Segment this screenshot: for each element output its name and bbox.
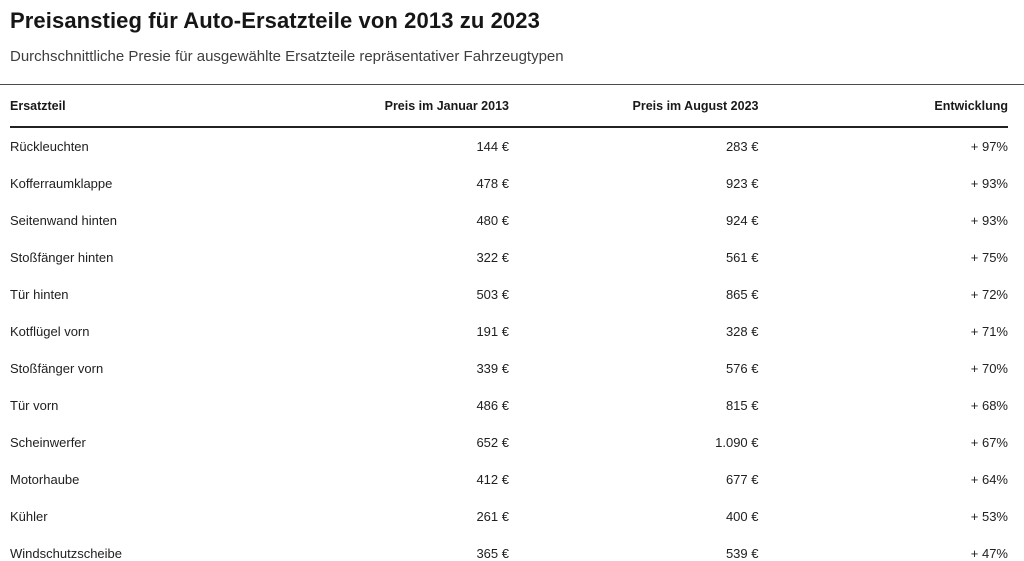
- top-divider: [0, 84, 1024, 85]
- part-name-cell: Seitenwand hinten: [10, 213, 117, 228]
- part-name-cell: Kotflügel vorn: [10, 324, 90, 339]
- price-jan-2013-cell: 261 €: [476, 509, 509, 524]
- table-body: Rückleuchten 144 € 283 € + 97% Kofferraumkla…: [10, 127, 1008, 561]
- price-jan-2013-cell: 486 €: [476, 398, 509, 413]
- price-jan-2013-cell: 322 €: [476, 250, 509, 265]
- price-jan-2013-cell: 480 €: [476, 213, 509, 228]
- table-row: Motorhaube 412 € 677 € + 64%: [10, 461, 1008, 498]
- table-header-row: Ersatzteil Preis im Januar 2013 Preis im…: [10, 85, 1008, 128]
- table-row: Kühler 261 € 400 € + 53%: [10, 498, 1008, 535]
- part-name-cell: Rückleuchten: [10, 139, 89, 154]
- price-aug-2023-cell: 539 €: [725, 546, 759, 561]
- statistic-table-page: Preisanstieg für Auto-Ersatzteile von 20…: [0, 8, 1024, 561]
- price-aug-2023-cell: 561 €: [725, 250, 759, 265]
- price-jan-2013-cell: 365 €: [476, 546, 509, 561]
- change-cell: + 97%: [970, 139, 1008, 154]
- price-jan-2013-cell: 478 €: [476, 176, 509, 191]
- change-cell: + 67%: [970, 435, 1008, 450]
- change-cell: + 75%: [970, 250, 1008, 265]
- table-row: Windschutzscheibe 365 € 539 € + 47%: [10, 535, 1008, 561]
- table-row: Scheinwerfer 652 € 1.090 € + 67%: [10, 424, 1008, 461]
- col-header-preis-jan-2013: Preis im Januar 2013: [259, 85, 509, 128]
- col-header-preis-aug-2023: Preis im August 2023: [509, 85, 759, 128]
- part-name-cell: Kühler: [10, 509, 48, 524]
- page-subtitle: Durchschnittliche Presie für ausgewählte…: [10, 48, 564, 65]
- page-title: Preisanstieg für Auto-Ersatzteile von 20…: [10, 8, 540, 33]
- price-jan-2013-cell: 412 €: [476, 472, 509, 487]
- part-name-cell: Windschutzscheibe: [10, 546, 122, 561]
- col-header-entwicklung: Entwicklung: [758, 85, 1008, 128]
- change-cell: + 72%: [970, 287, 1008, 302]
- col-header-ersatzteil: Ersatzteil: [10, 85, 260, 128]
- price-aug-2023-cell: 677 €: [725, 472, 759, 487]
- table-row: Kofferraumklappe 478 € 923 € + 93%: [10, 165, 1008, 202]
- price-aug-2023-cell: 576 €: [725, 361, 759, 376]
- part-name-cell: Scheinwerfer: [10, 435, 86, 450]
- table-row: Stoßfänger hinten 322 € 561 € + 75%: [10, 239, 1008, 276]
- price-aug-2023-cell: 865 €: [725, 287, 759, 302]
- table-row: Stoßfänger vorn 339 € 576 € + 70%: [10, 350, 1008, 387]
- price-aug-2023-cell: 283 €: [725, 139, 759, 154]
- change-cell: + 93%: [970, 176, 1008, 191]
- part-name-cell: Stoßfänger vorn: [10, 361, 104, 376]
- price-aug-2023-cell: 328 €: [725, 324, 759, 339]
- parts-price-table: Ersatzteil Preis im Januar 2013 Preis im…: [10, 85, 1008, 561]
- price-aug-2023-cell: 1.090 €: [715, 435, 759, 450]
- table-row: Tür vorn 486 € 815 € + 68%: [10, 387, 1008, 424]
- price-jan-2013-cell: 191 €: [476, 324, 509, 339]
- price-aug-2023-cell: 924 €: [725, 213, 759, 228]
- change-cell: + 93%: [970, 213, 1008, 228]
- price-aug-2023-cell: 815 €: [725, 398, 759, 413]
- table-row: Seitenwand hinten 480 € 924 € + 93%: [10, 202, 1008, 239]
- part-name-cell: Motorhaube: [10, 472, 80, 487]
- price-jan-2013-cell: 503 €: [476, 287, 509, 302]
- price-jan-2013-cell: 144 €: [476, 139, 509, 154]
- change-cell: + 71%: [970, 324, 1008, 339]
- change-cell: + 68%: [970, 398, 1008, 413]
- price-aug-2023-cell: 400 €: [725, 509, 759, 524]
- table-row: Tür hinten 503 € 865 € + 72%: [10, 276, 1008, 313]
- change-cell: + 70%: [970, 361, 1008, 376]
- part-name-cell: Tür vorn: [10, 398, 59, 413]
- price-aug-2023-cell: 923 €: [725, 176, 759, 191]
- part-name-cell: Stoßfänger hinten: [10, 250, 114, 265]
- change-cell: + 64%: [970, 472, 1008, 487]
- change-cell: + 53%: [970, 509, 1008, 524]
- part-name-cell: Kofferraumklappe: [10, 176, 113, 191]
- change-cell: + 47%: [970, 546, 1008, 561]
- part-name-cell: Tür hinten: [10, 287, 69, 302]
- price-jan-2013-cell: 339 €: [476, 361, 509, 376]
- table-row: Kotflügel vorn 191 € 328 € + 71%: [10, 313, 1008, 350]
- price-jan-2013-cell: 652 €: [476, 435, 509, 450]
- table-row: Rückleuchten 144 € 283 € + 97%: [10, 127, 1008, 165]
